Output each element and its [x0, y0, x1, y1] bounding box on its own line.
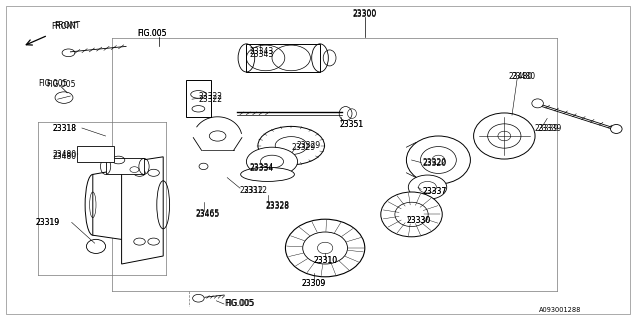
- Text: 23465: 23465: [195, 209, 220, 218]
- Ellipse shape: [246, 147, 298, 176]
- Text: 23320: 23320: [422, 158, 447, 167]
- Text: FIG.005: FIG.005: [138, 29, 167, 38]
- Text: FRONT: FRONT: [54, 21, 81, 30]
- Text: 23329: 23329: [296, 141, 321, 150]
- Polygon shape: [122, 157, 163, 264]
- Text: 23319: 23319: [35, 218, 60, 227]
- Ellipse shape: [285, 219, 365, 277]
- Text: 23329: 23329: [291, 143, 316, 152]
- Ellipse shape: [381, 192, 442, 237]
- Ellipse shape: [408, 175, 447, 199]
- Text: FIG.005: FIG.005: [46, 80, 76, 89]
- Text: 23310: 23310: [313, 256, 337, 265]
- Text: 23320: 23320: [422, 159, 447, 168]
- Text: FRONT: FRONT: [51, 22, 77, 31]
- Text: 23337: 23337: [422, 188, 447, 196]
- Ellipse shape: [258, 126, 324, 165]
- Text: 23300: 23300: [353, 10, 377, 19]
- Text: 23480: 23480: [509, 72, 533, 81]
- Polygon shape: [93, 165, 147, 243]
- Text: 23343: 23343: [250, 50, 274, 59]
- Text: 23480: 23480: [512, 72, 536, 81]
- Text: 23330: 23330: [406, 216, 431, 225]
- Ellipse shape: [611, 124, 622, 133]
- Bar: [77, 146, 114, 162]
- Ellipse shape: [86, 239, 106, 253]
- Text: 23351: 23351: [339, 120, 364, 129]
- Text: 23318: 23318: [52, 124, 77, 132]
- Text: 23328: 23328: [266, 202, 289, 211]
- Text: 23318: 23318: [52, 124, 77, 132]
- Text: 23300: 23300: [353, 9, 377, 18]
- Bar: [186, 80, 211, 117]
- Text: 23322: 23322: [198, 92, 223, 100]
- Text: 23328: 23328: [266, 201, 289, 210]
- Bar: [106, 158, 144, 174]
- Text: 23480: 23480: [52, 152, 77, 161]
- Text: 23334: 23334: [250, 164, 274, 172]
- Text: 23312: 23312: [240, 186, 264, 195]
- Text: 23339: 23339: [534, 124, 559, 132]
- Text: A093001288: A093001288: [539, 307, 581, 313]
- Text: 23343: 23343: [250, 47, 274, 56]
- Text: 23312: 23312: [243, 186, 268, 195]
- Text: FIG.005: FIG.005: [138, 29, 167, 38]
- Bar: [246, 44, 320, 72]
- Text: 23334: 23334: [250, 163, 274, 172]
- Ellipse shape: [532, 99, 543, 108]
- Text: 23309: 23309: [301, 279, 326, 288]
- Ellipse shape: [241, 167, 294, 181]
- Text: 23330: 23330: [406, 216, 431, 225]
- Ellipse shape: [474, 113, 535, 159]
- Text: FIG.005: FIG.005: [38, 79, 68, 88]
- Text: 23339: 23339: [538, 124, 562, 132]
- Text: FIG.005: FIG.005: [224, 300, 253, 308]
- Text: 23319: 23319: [35, 218, 60, 227]
- Text: FIG.005: FIG.005: [225, 300, 255, 308]
- Text: 23309: 23309: [301, 279, 326, 288]
- Text: 23322: 23322: [198, 95, 223, 104]
- Text: 23480: 23480: [52, 150, 77, 159]
- Text: 23465: 23465: [195, 210, 220, 219]
- Text: 23337: 23337: [422, 187, 447, 196]
- Ellipse shape: [199, 163, 208, 170]
- Ellipse shape: [406, 136, 470, 184]
- Text: 23351: 23351: [339, 120, 364, 129]
- Text: 23310: 23310: [313, 256, 337, 265]
